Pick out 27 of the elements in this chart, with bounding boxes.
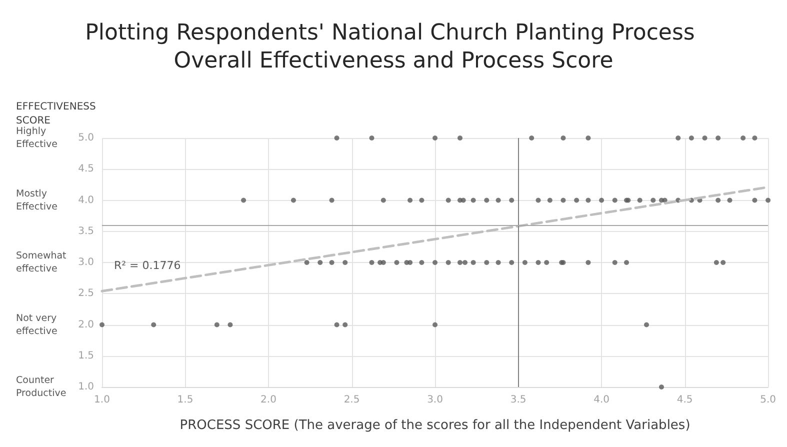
x-tick-label: 3.5 — [510, 394, 526, 406]
text: Not very effective — [16, 312, 60, 337]
y-tick-label: 4.5 — [78, 164, 94, 175]
y-tick-label: 4.0 — [78, 194, 94, 206]
y-tick-label: 5.0 — [78, 132, 94, 144]
x-tick-label: 4.5 — [676, 394, 693, 406]
text: Somewhat effective — [16, 250, 70, 274]
x-tick-label: 3.0 — [427, 394, 443, 406]
text: Highly Effective — [16, 126, 58, 150]
chart-title: Plotting Respondents' National Church Planting Process Overall Effectiveness and Process Score — [85, 20, 702, 74]
y-tick-label: 1.0 — [78, 382, 94, 392]
y-tick-label: 3.5 — [78, 226, 94, 237]
x-axis-title: PROCESS SCORE (The average of the scores for all the Independent Variables) — [180, 418, 690, 433]
y-axis-title: EFFECTIVENESS SCORE — [16, 102, 100, 126]
x-tick-label: 4.0 — [594, 394, 610, 406]
annotation: R² = 0.1776 — [114, 259, 181, 272]
y-tick-label: 3.0 — [78, 257, 94, 268]
x-tick-label: 1.0 — [94, 394, 110, 406]
x-tick-label: 2.5 — [344, 394, 360, 406]
y-tick-label: 2.0 — [78, 319, 94, 330]
x-tick-label: 5.0 — [760, 394, 776, 406]
x-tick-label: 2.0 — [260, 394, 276, 406]
y-tick-label: 1.5 — [78, 350, 94, 362]
text: Mostly Effective — [16, 188, 58, 212]
x-tick-label: 1.5 — [177, 394, 194, 406]
y-tick-label: 2.5 — [78, 288, 94, 300]
text: Counter Productive — [16, 375, 66, 399]
